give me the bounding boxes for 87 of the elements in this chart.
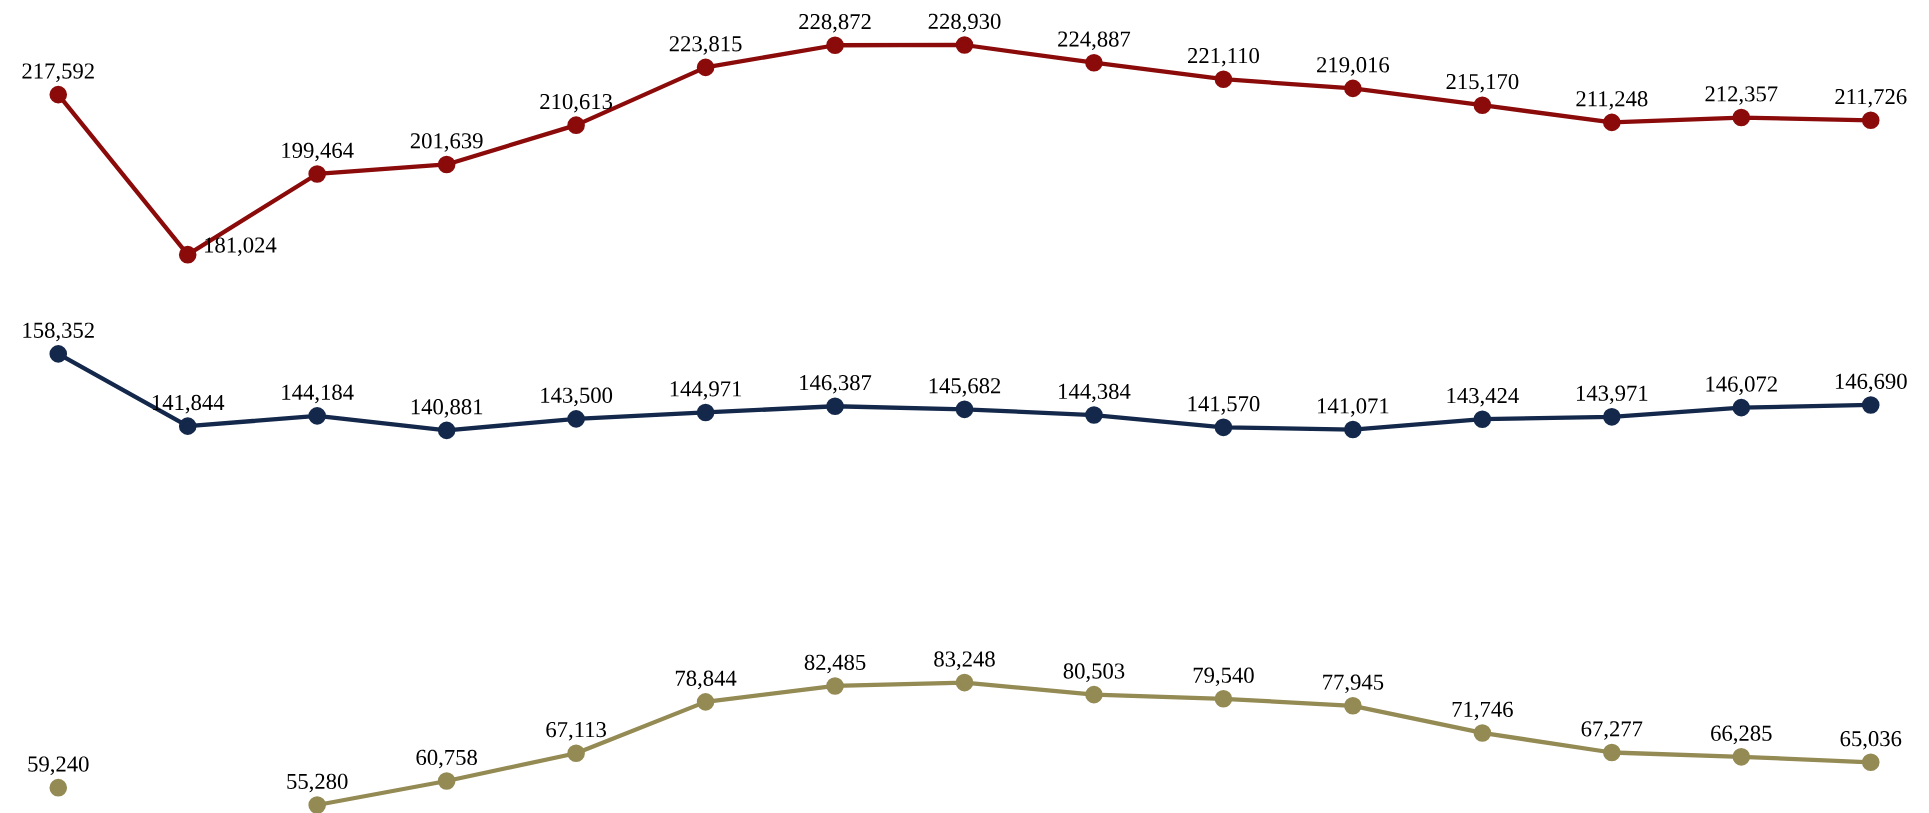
- point: [826, 677, 844, 695]
- point: [1344, 697, 1362, 715]
- data-label: 212,357: [1705, 86, 1778, 105]
- data-label: 59,240: [28, 756, 89, 775]
- data-label: 141,071: [1318, 398, 1389, 417]
- data-label: 78,844: [675, 670, 737, 690]
- data-label: 67,113: [546, 722, 606, 741]
- point: [49, 85, 68, 104]
- data-label: 181,024: [205, 237, 277, 256]
- data-label: 79,540: [1193, 667, 1254, 687]
- point: [49, 345, 68, 363]
- point: [1344, 79, 1362, 98]
- point: [567, 744, 585, 763]
- point: [1603, 113, 1621, 132]
- point: [308, 407, 326, 425]
- point: [1861, 111, 1880, 130]
- data-label: 77,945: [1323, 674, 1384, 694]
- data-label: 146,690: [1835, 373, 1907, 393]
- data-label: 228,872: [799, 13, 871, 33]
- data-label: 67,277: [1581, 721, 1643, 740]
- data-label: 144,184: [282, 384, 354, 404]
- data-label: 146,072: [1706, 376, 1777, 395]
- data-label: 146,387: [800, 374, 872, 394]
- data-label: 210,613: [540, 93, 613, 113]
- point: [1473, 724, 1492, 742]
- data-label: 158,352: [23, 322, 94, 342]
- point: [955, 400, 974, 419]
- data-label: 211,248: [1576, 91, 1648, 110]
- point: [1473, 410, 1492, 429]
- point: [1732, 108, 1751, 127]
- data-label: 144,971: [670, 381, 742, 400]
- data-label: 71,746: [1452, 701, 1513, 721]
- data-label: 199,464: [282, 142, 354, 162]
- data-label: 65,036: [1840, 731, 1902, 750]
- data-label: 143,971: [1576, 385, 1648, 405]
- point: [1603, 408, 1621, 426]
- point: [178, 417, 197, 435]
- data-label: 83,248: [934, 651, 995, 670]
- data-label: 215,170: [1446, 73, 1519, 93]
- data-label: 224,887: [1058, 31, 1131, 50]
- point: [437, 155, 456, 174]
- point: [1085, 685, 1103, 704]
- point: [567, 410, 585, 428]
- data-label: 80,503: [1063, 663, 1125, 682]
- point: [1732, 398, 1751, 417]
- data-label: 228,930: [928, 13, 1001, 33]
- point: [696, 693, 715, 711]
- point: [1732, 748, 1751, 766]
- data-label: 66,285: [1711, 725, 1772, 745]
- data-label: 201,639: [410, 133, 483, 152]
- data-label: 60,758: [416, 749, 477, 769]
- data-label: 140,881: [411, 399, 483, 418]
- data-label: 219,016: [1317, 57, 1390, 76]
- data-label: 144,384: [1059, 383, 1131, 403]
- data-label: 55,280: [287, 773, 348, 793]
- point: [1214, 690, 1233, 708]
- data-label: 141,844: [152, 394, 225, 414]
- data-label: 211,726: [1835, 89, 1907, 108]
- point: [696, 403, 715, 422]
- point: [567, 116, 585, 134]
- data-label: 221,110: [1188, 47, 1259, 67]
- point: [1861, 396, 1880, 414]
- data-label: 141,570: [1188, 396, 1260, 415]
- point: [437, 772, 456, 790]
- data-label: 217,592: [22, 63, 94, 82]
- point: [49, 778, 68, 797]
- data-label: 143,500: [541, 387, 613, 407]
- point: [1344, 420, 1362, 439]
- point: [1214, 70, 1233, 89]
- point: [1085, 53, 1103, 72]
- point: [696, 58, 715, 77]
- data-label: 82,485: [804, 654, 866, 674]
- point: [308, 165, 326, 183]
- data-label: 145,682: [929, 378, 1001, 397]
- point: [178, 245, 197, 264]
- point: [1861, 753, 1880, 772]
- point: [437, 421, 456, 440]
- point: [826, 397, 844, 416]
- point: [1214, 418, 1233, 437]
- data-label: 143,424: [1447, 388, 1519, 407]
- point: [1603, 743, 1621, 762]
- point: [1085, 406, 1103, 424]
- data-label: 223,815: [669, 36, 742, 55]
- point: [955, 673, 974, 692]
- point: [1473, 96, 1492, 115]
- point: [955, 36, 974, 54]
- point: [826, 36, 844, 55]
